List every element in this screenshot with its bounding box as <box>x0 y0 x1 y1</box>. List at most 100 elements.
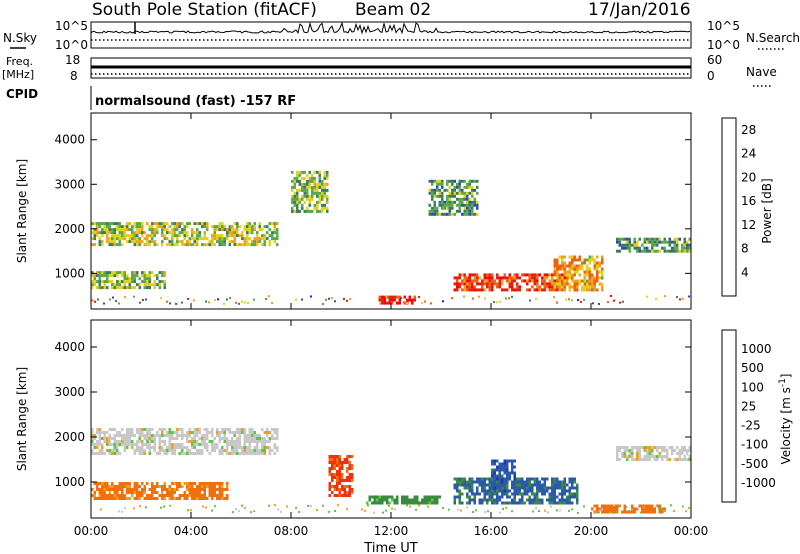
heatmap-cell <box>337 504 339 507</box>
heatmap-cell <box>201 243 204 247</box>
heatmap-cell <box>491 495 494 499</box>
heatmap-cell <box>686 458 689 461</box>
heatmap-cell <box>341 461 344 464</box>
heatmap-cell <box>96 443 99 446</box>
heatmap-cell <box>436 206 439 210</box>
heatmap-cell <box>558 279 561 283</box>
heatmap-cell <box>683 455 686 458</box>
heatmap-cell <box>501 483 504 487</box>
heatmap-cell <box>636 449 639 452</box>
heatmap-cell <box>561 276 564 280</box>
heatmap-cell <box>123 446 126 449</box>
heatmap-cell <box>291 197 294 201</box>
heatmap-cell <box>382 511 384 514</box>
heatmap-cell <box>253 452 256 455</box>
heatmap-cell <box>171 240 174 244</box>
heatmap-cell <box>426 495 429 499</box>
heatmap-cell <box>461 200 464 204</box>
heatmap-cell <box>141 482 144 485</box>
heatmap-cell <box>128 437 131 440</box>
heatmap-cell <box>201 437 204 440</box>
heatmap-cell <box>676 458 679 461</box>
heatmap-cell <box>578 267 581 271</box>
heatmap-cell <box>213 237 216 241</box>
heatmap-cell <box>198 231 201 235</box>
heatmap-cell <box>253 446 256 449</box>
heatmap-cell <box>233 231 236 235</box>
heatmap-cell <box>248 446 251 449</box>
heatmap-cell <box>111 497 114 500</box>
heatmap-cell <box>246 452 249 455</box>
heatmap-cell <box>533 480 536 484</box>
heatmap-cell <box>461 288 464 292</box>
heatmap-cell <box>183 452 186 455</box>
heatmap-cell <box>613 299 615 302</box>
heatmap-cell <box>646 510 649 514</box>
heatmap-cell <box>676 243 679 247</box>
heatmap-cell <box>98 283 101 287</box>
heatmap-cell <box>266 440 269 443</box>
heatmap-cell <box>158 283 161 287</box>
heatmap-cell <box>126 228 129 232</box>
heatmap-cell <box>258 449 261 452</box>
heatmap-cell <box>98 488 101 491</box>
heatmap-cell <box>256 452 259 455</box>
heatmap-cell <box>553 273 556 277</box>
heatmap-cell <box>153 434 156 437</box>
heatmap-cell <box>498 465 501 469</box>
heatmap-cell <box>198 494 201 497</box>
heatmap-cell <box>581 285 584 289</box>
heatmap-cell <box>471 486 474 490</box>
heatmap-cell <box>641 446 644 449</box>
heatmap-cell <box>556 276 559 280</box>
heatmap-cell <box>228 431 231 434</box>
heatmap-cell <box>431 182 434 186</box>
heatmap-cell <box>126 443 129 446</box>
heatmap-cell <box>556 509 558 512</box>
heatmap-cell <box>291 200 294 204</box>
heatmap-cell <box>123 497 126 500</box>
heatmap-cell <box>141 280 144 284</box>
heatmap-cell <box>291 179 294 183</box>
heatmap-cell <box>538 501 541 505</box>
heatmap-cell <box>458 200 461 204</box>
heatmap-cell <box>236 225 239 229</box>
heatmap-cell <box>243 440 246 443</box>
heatmap-cell <box>471 285 474 289</box>
heatmap-cell <box>466 285 469 289</box>
heatmap-cell <box>173 452 176 455</box>
heatmap-cell <box>326 206 329 210</box>
heatmap-cell <box>663 240 666 244</box>
heatmap-cell <box>661 458 664 461</box>
heatmap-cell <box>211 237 214 241</box>
heatmap-cell <box>471 212 474 216</box>
heatmap-cell <box>618 237 621 241</box>
heatmap-cell <box>588 267 591 271</box>
heatmap-cell <box>118 452 121 455</box>
heatmap-cell <box>548 282 551 286</box>
heatmap-cell <box>621 237 624 241</box>
heatmap-cell <box>156 491 159 494</box>
heatmap-cell <box>643 507 646 511</box>
heatmap-cell <box>93 222 96 226</box>
heatmap-cell <box>463 276 466 280</box>
heatmap-cell <box>203 488 206 491</box>
heatmap-cell <box>610 295 612 297</box>
heatmap-cell <box>301 194 304 198</box>
heatmap-cell <box>338 494 341 497</box>
heatmap-cell <box>386 295 389 299</box>
heatmap-cell <box>198 485 201 488</box>
heatmap-cell <box>458 492 461 496</box>
heatmap-cell <box>251 231 254 235</box>
heatmap-cell <box>481 285 484 289</box>
heatmap-cell <box>518 477 521 481</box>
heatmap-cell <box>103 225 106 229</box>
heatmap-cell <box>328 494 331 497</box>
heatmap-cell <box>171 231 174 235</box>
heatmap-cell <box>256 234 259 238</box>
heatmap-cell <box>623 504 626 508</box>
heatmap-cell <box>688 458 691 461</box>
heatmap-cell <box>636 249 639 253</box>
heatmap-cell <box>116 222 119 226</box>
heatmap-cell <box>241 231 244 235</box>
